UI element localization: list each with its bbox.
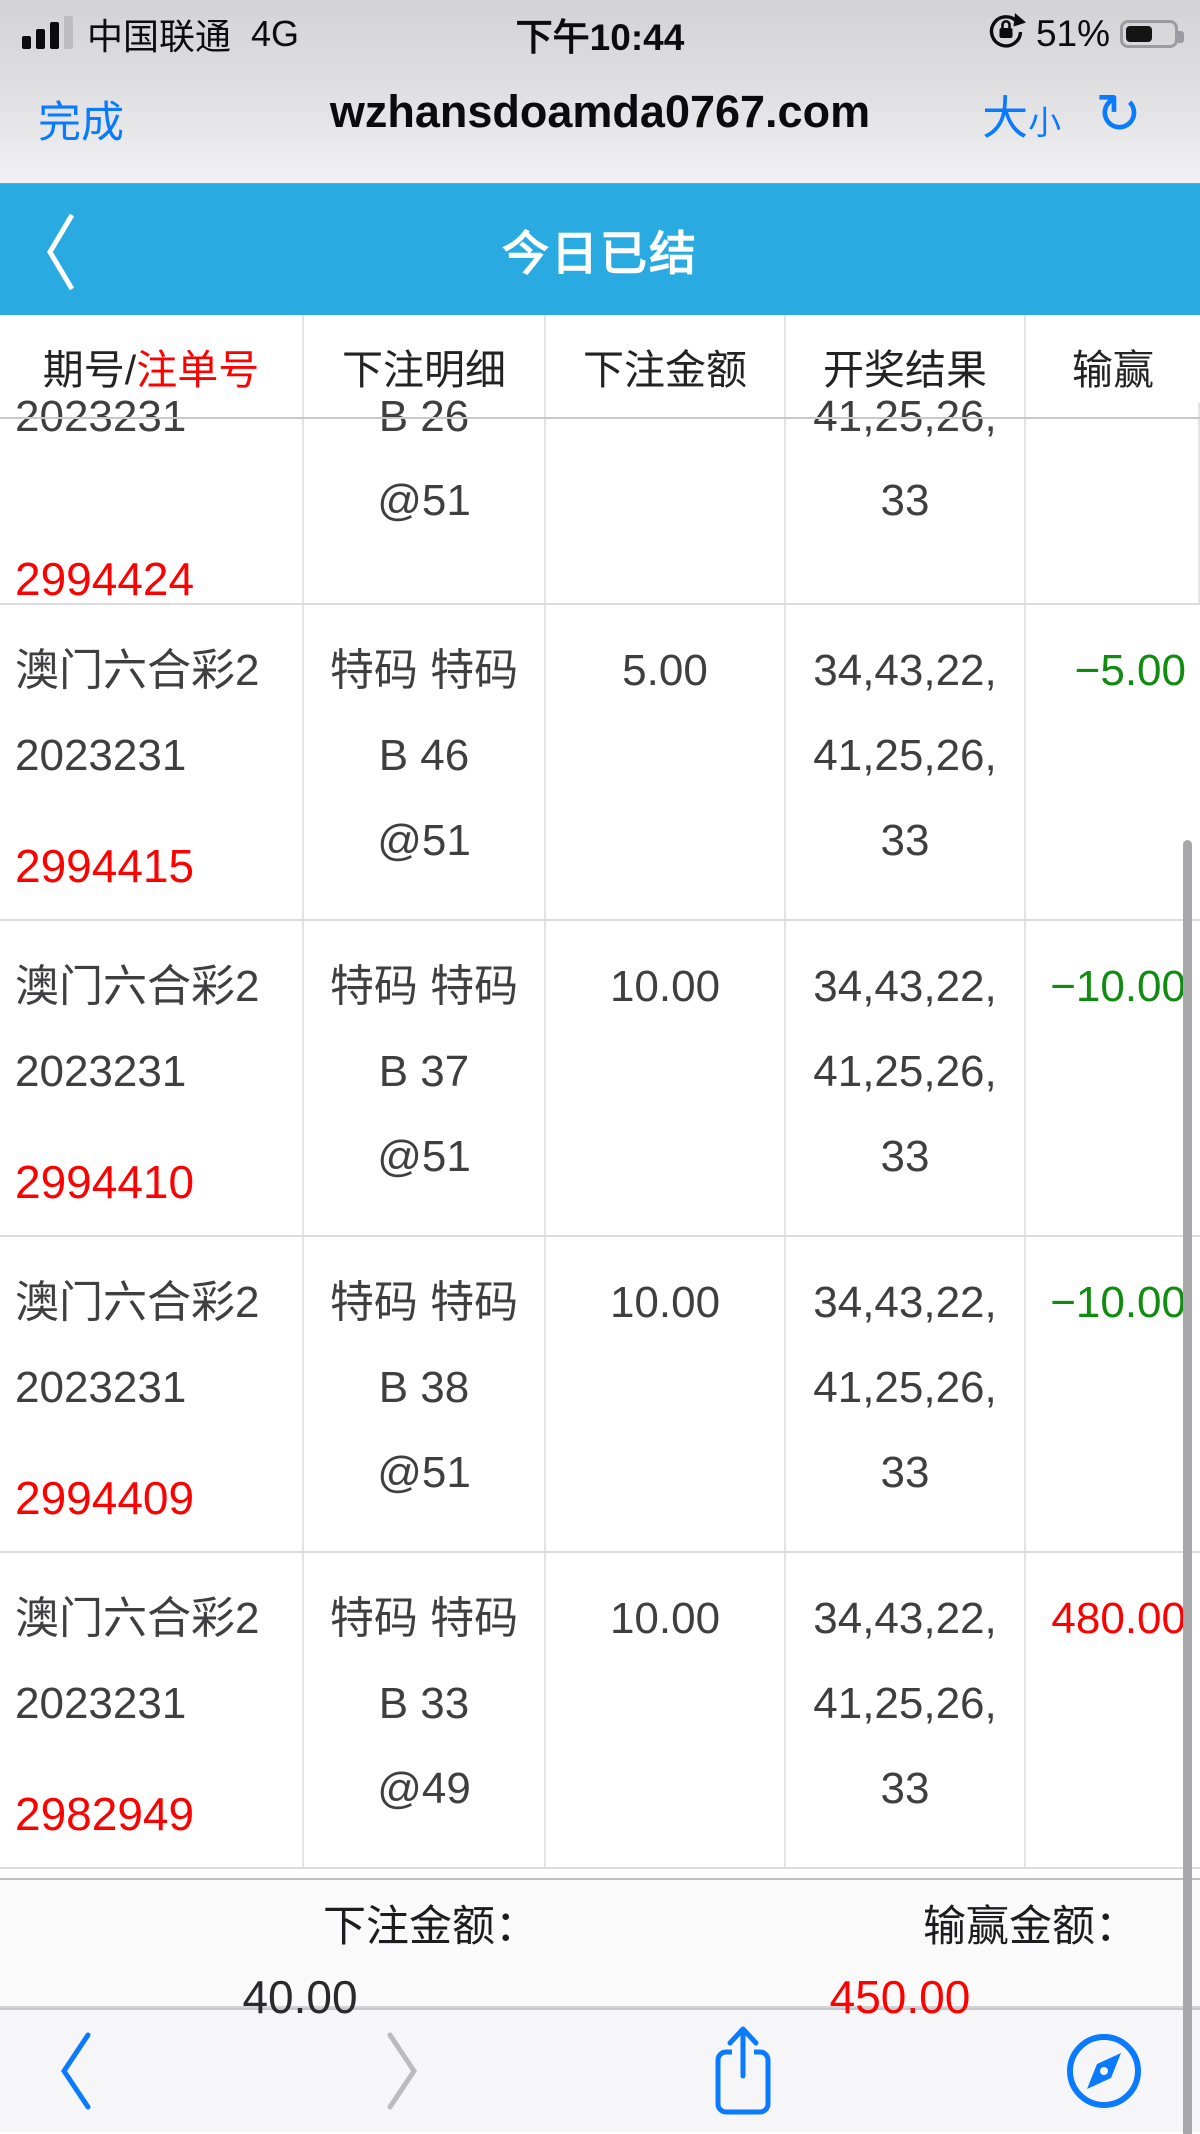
header-period: 期号/注单号 (0, 315, 304, 403)
win-loss-value: −10.00 (1050, 962, 1186, 1011)
page-title: 今日已结 (502, 227, 698, 280)
header-detail: 下注明细 (304, 315, 546, 403)
bet-pick: B 46 (378, 731, 470, 780)
text-size-button[interactable]: 大小 (982, 82, 1061, 148)
compass-icon[interactable] (1064, 2031, 1144, 2111)
total-winloss-label: 输赢金额： (923, 1903, 1138, 1951)
win-loss-value: −5.00 (1074, 646, 1186, 695)
bet-number[interactable]: 2994409 (15, 1472, 195, 1524)
header-result: 开奖结果 (786, 315, 1026, 403)
bet-odds: @51 (377, 1132, 471, 1181)
bet-pick: B 38 (378, 1363, 470, 1412)
total-bet-value: 40.00 (242, 1971, 358, 2023)
bet-amount: 10.00 (609, 1594, 721, 1643)
draw-result: 33 (880, 1764, 930, 1813)
bet-odds: @51 (377, 1448, 471, 1497)
table-header-row: 期号/注单号 下注明细 下注金额 开奖结果 输赢 (0, 315, 1200, 403)
bet-number[interactable]: 2994415 (15, 840, 195, 892)
bet-odds: @49 (377, 1764, 471, 1813)
status-bar: 中国联通 4G 下午10:44 51% (0, 0, 1200, 62)
bet-type: 特码 特码 (329, 1594, 519, 1643)
signal-strength-icon (22, 16, 73, 51)
url-text[interactable]: wzhansdoamda0767.com (329, 86, 871, 137)
battery-percent-label: 51% (1035, 13, 1110, 54)
battery-icon (1120, 20, 1184, 48)
draw-result: 33 (880, 816, 930, 865)
table-row-partial: 2023231 2994424 B 26 @51 41,25,26, 33 (0, 392, 1200, 605)
lottery-name: 澳门六合彩2 (15, 962, 260, 1011)
table-row: 澳门六合彩2 2023231 2994409 特码 特码 B 38 @51 10… (0, 1237, 1200, 1553)
bet-number: 2994424 (15, 553, 195, 605)
safari-toolbar (0, 2008, 1200, 2132)
text-size-big-label: 大 (982, 92, 1029, 144)
lottery-name: 澳门六合彩2 (15, 1278, 260, 1327)
draw-result: 33 (880, 476, 930, 525)
bets-table: 期号/注单号 下注明细 下注金额 开奖结果 输赢 2023231 2994424… (0, 315, 1200, 2134)
draw-result: 34,43,22, (813, 1278, 997, 1327)
back-chevron-icon[interactable] (42, 210, 82, 299)
bet-amount: 10.00 (609, 962, 721, 1011)
bet-number[interactable]: 2982949 (15, 1788, 195, 1840)
draw-result: 41,25,26, (813, 392, 997, 441)
draw-result: 34,43,22, (813, 1594, 997, 1643)
period-number: 2023231 (15, 1047, 187, 1096)
rotation-lock-icon (986, 10, 1026, 59)
bet-pick: B 37 (378, 1047, 470, 1096)
bet-detail: B 26 (378, 392, 470, 441)
done-button[interactable]: 完成 (38, 99, 124, 147)
period-number: 2023231 (15, 731, 187, 780)
table-row: 澳门六合彩2 2023231 2982949 特码 特码 B 33 @49 10… (0, 1553, 1200, 1869)
bet-type: 特码 特码 (329, 962, 519, 1011)
summary-bar: 下注金额： 输赢金额： 40.00 450.00 (0, 1878, 1200, 2023)
footer-gap (0, 1869, 1200, 1878)
url-bar: 完成 wzhansdoamda0767.com 大小 ↻ (0, 62, 1200, 182)
draw-result: 41,25,26, (813, 1679, 997, 1728)
win-loss-value: 480.00 (1051, 1594, 1186, 1643)
safari-chrome: 中国联通 4G 下午10:44 51% 完成 wzhansdoamd (0, 0, 1200, 184)
page-header: 今日已结 (0, 184, 1200, 315)
bet-amount: 10.00 (609, 1278, 721, 1327)
draw-result: 41,25,26, (813, 1363, 997, 1412)
header-divider-line (0, 417, 1200, 419)
total-winloss-value: 450.00 (829, 1971, 971, 2023)
draw-result: 34,43,22, (813, 646, 997, 695)
clock-label: 下午10:44 (515, 17, 685, 58)
carrier-label: 中国联通 (87, 16, 232, 57)
draw-result: 41,25,26, (813, 731, 997, 780)
table-row: 澳门六合彩2 2023231 2994410 特码 特码 B 37 @51 10… (0, 921, 1200, 1237)
bet-type: 特码 特码 (329, 1278, 519, 1327)
draw-result: 33 (880, 1132, 930, 1181)
status-right: 51% (986, 10, 1186, 59)
text-size-small-label: 小 (1028, 104, 1062, 141)
browser-forward-icon[interactable] (382, 2030, 422, 2112)
win-loss-value: −10.00 (1050, 1278, 1186, 1327)
network-type-label: 4G (251, 13, 300, 54)
bet-number[interactable]: 2994410 (15, 1156, 195, 1208)
draw-result: 41,25,26, (813, 1047, 997, 1096)
draw-result: 34,43,22, (813, 962, 997, 1011)
period-number: 2023231 (15, 392, 187, 441)
bet-amount: 5.00 (622, 646, 708, 695)
bet-type: 特码 特码 (329, 646, 519, 695)
bet-pick: B 33 (378, 1679, 470, 1728)
scrollbar-thumb[interactable] (1183, 840, 1192, 2134)
period-number: 2023231 (15, 1363, 187, 1412)
reload-icon[interactable]: ↻ (1095, 82, 1142, 147)
table-row: 澳门六合彩2 2023231 2994415 特码 特码 B 46 @51 5.… (0, 605, 1200, 921)
bet-odds: @51 (377, 816, 471, 865)
lottery-name: 澳门六合彩2 (15, 1594, 260, 1643)
status-left: 中国联通 4G (22, 8, 299, 60)
lottery-name: 澳门六合彩2 (15, 646, 260, 695)
header-amount: 下注金额 (546, 315, 786, 403)
draw-result: 33 (880, 1448, 930, 1497)
total-bet-label: 下注金额： (323, 1903, 538, 1951)
share-icon[interactable] (708, 2024, 778, 2118)
bet-odds: @51 (377, 476, 471, 525)
header-winloss: 输赢 (1072, 347, 1154, 393)
period-number: 2023231 (15, 1679, 187, 1728)
browser-back-icon[interactable] (56, 2030, 96, 2112)
